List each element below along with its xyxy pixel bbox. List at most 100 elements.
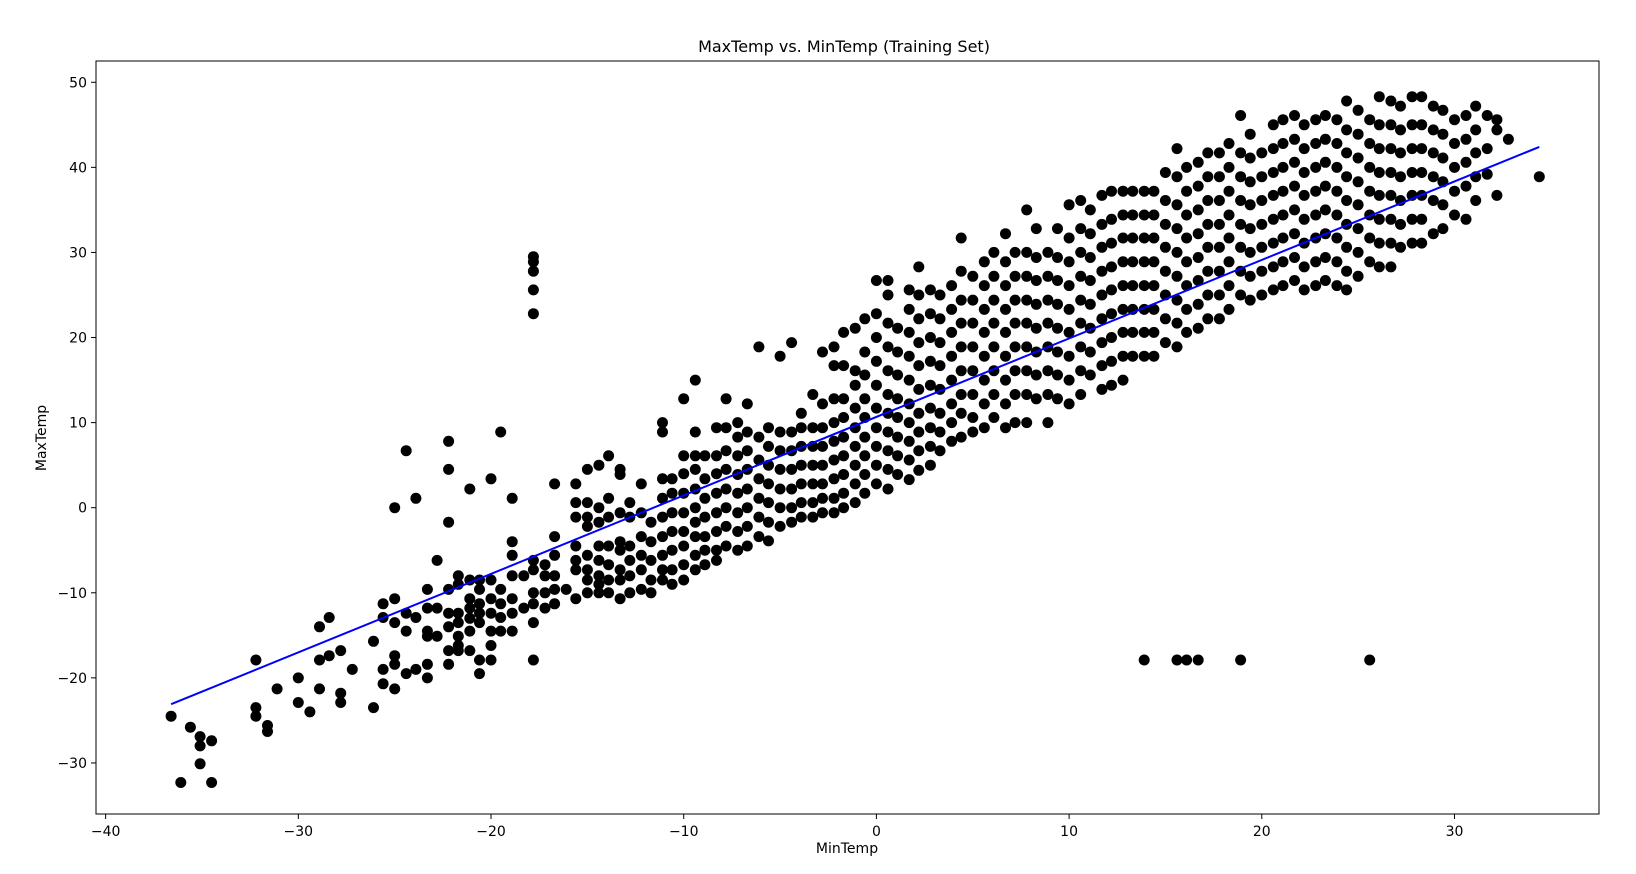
data-point — [581, 463, 593, 475]
data-point — [1030, 393, 1042, 405]
data-point — [870, 402, 882, 414]
data-point — [581, 587, 593, 599]
data-point — [988, 412, 1000, 423]
data-point — [1310, 114, 1322, 126]
data-point — [645, 574, 657, 586]
data-point — [753, 531, 765, 543]
data-point — [699, 450, 711, 462]
data-point — [1127, 280, 1139, 292]
data-point — [1406, 237, 1418, 249]
data-point — [539, 559, 551, 571]
data-point — [1052, 223, 1063, 235]
data-point — [1437, 199, 1449, 211]
data-point — [828, 507, 840, 519]
data-point — [988, 317, 1000, 329]
data-point — [1181, 209, 1193, 221]
data-point — [346, 663, 358, 675]
data-point — [1416, 213, 1428, 225]
data-point — [495, 583, 507, 595]
data-point — [271, 683, 283, 695]
data-point — [1373, 189, 1385, 201]
data-point — [1021, 417, 1033, 429]
data-point — [1030, 369, 1042, 381]
data-point — [485, 574, 497, 586]
data-point — [978, 256, 990, 268]
data-point — [1267, 261, 1279, 273]
data-point — [1256, 241, 1268, 253]
data-point — [1052, 346, 1063, 358]
data-point — [603, 492, 615, 504]
data-point — [711, 507, 722, 519]
data-point — [485, 607, 497, 619]
data-point — [1460, 156, 1472, 168]
data-point — [657, 531, 668, 543]
data-point — [1470, 147, 1482, 159]
data-point — [946, 350, 958, 362]
data-point — [464, 483, 476, 495]
data-point — [1481, 168, 1493, 180]
data-point — [1117, 232, 1129, 244]
data-point — [892, 369, 904, 381]
data-point — [978, 398, 990, 410]
data-point — [593, 570, 605, 582]
data-point — [828, 393, 840, 405]
data-point — [1310, 256, 1322, 268]
data-point — [807, 478, 819, 490]
data-point — [1117, 185, 1129, 197]
data-point — [1000, 422, 1011, 434]
y-axis-label: MaxTemp — [34, 405, 50, 471]
data-point — [250, 702, 262, 714]
data-point — [741, 483, 753, 495]
data-point — [1159, 195, 1171, 206]
data-point — [1202, 313, 1214, 325]
data-point — [1298, 284, 1310, 296]
data-point — [452, 607, 464, 619]
data-point — [1373, 213, 1385, 225]
data-point — [431, 630, 443, 642]
data-point — [1052, 298, 1063, 310]
data-point — [194, 731, 206, 743]
data-point — [1171, 341, 1183, 353]
data-point — [689, 516, 701, 528]
data-point — [1021, 270, 1033, 282]
data-point — [304, 706, 316, 718]
data-point — [314, 683, 325, 695]
data-point — [464, 625, 476, 637]
chart-title: MaxTemp vs. MinTemp (Training Set) — [698, 37, 990, 56]
data-point — [389, 683, 401, 695]
data-point — [1192, 275, 1204, 286]
data-point — [1021, 341, 1033, 353]
data-point — [1138, 654, 1150, 666]
data-point — [807, 389, 819, 400]
data-point — [1298, 143, 1310, 155]
data-point — [421, 630, 433, 642]
data-point — [1096, 313, 1108, 325]
data-point — [506, 625, 518, 637]
data-point — [1449, 185, 1460, 197]
data-point — [711, 544, 722, 556]
data-point — [774, 445, 786, 457]
data-point — [1331, 256, 1343, 268]
data-point — [720, 463, 732, 475]
data-point — [838, 360, 850, 372]
data-point — [570, 497, 582, 509]
data-point — [678, 507, 690, 519]
data-point — [1096, 241, 1108, 253]
data-point — [1352, 223, 1364, 235]
regression-line — [170, 145, 1540, 706]
data-point — [892, 431, 904, 443]
data-point — [1192, 252, 1204, 263]
data-point — [603, 511, 615, 523]
data-point — [323, 650, 335, 662]
data-point — [955, 265, 967, 277]
data-point — [1138, 232, 1150, 244]
x-tick-label: −30 — [284, 824, 314, 840]
data-point — [443, 621, 455, 633]
data-point — [678, 526, 690, 537]
data-point — [795, 407, 807, 419]
data-point — [657, 426, 668, 438]
data-point — [593, 587, 605, 599]
data-point — [913, 445, 925, 457]
data-point — [774, 520, 786, 532]
data-point — [1449, 209, 1460, 221]
